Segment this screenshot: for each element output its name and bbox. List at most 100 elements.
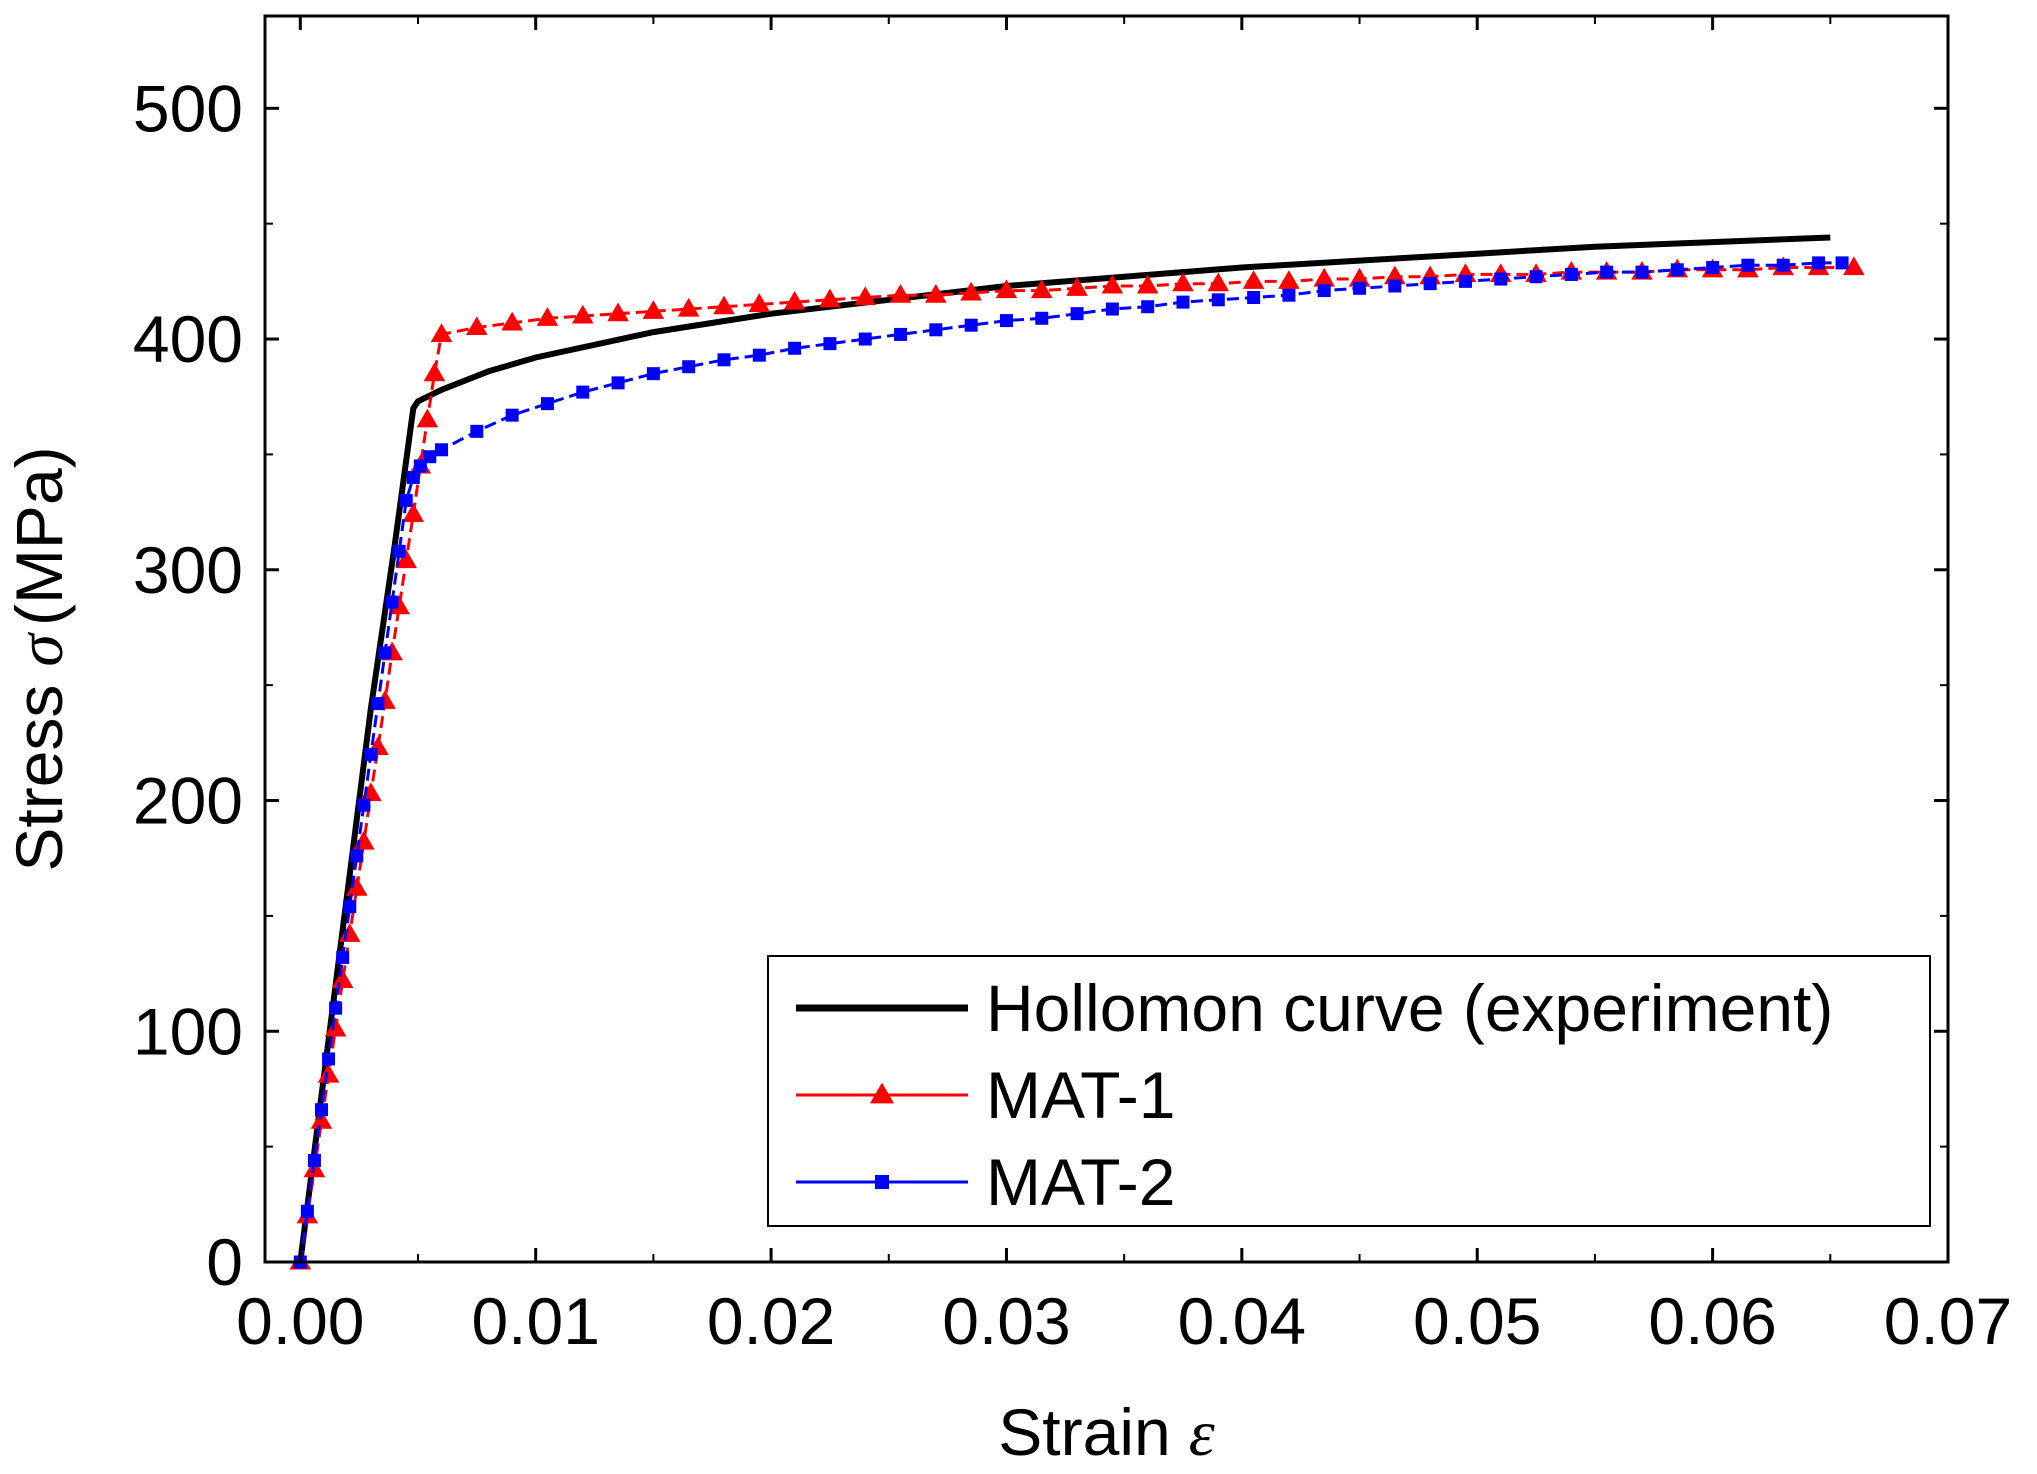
data-point	[406, 470, 420, 484]
x-tick-label: 0.05	[1413, 1284, 1541, 1358]
x-tick-label: 0.01	[471, 1284, 599, 1358]
data-point	[350, 849, 364, 863]
data-point	[1313, 267, 1336, 287]
data-point	[322, 1052, 336, 1066]
y-tick-label: 300	[133, 533, 243, 607]
y-axis-unit: (MPa)	[2, 446, 76, 626]
data-point	[1035, 311, 1049, 325]
data-point	[964, 318, 978, 332]
data-point	[1843, 256, 1865, 276]
data-point	[395, 549, 418, 569]
y-axis-title: Stress σ (MPa)	[2, 446, 77, 871]
plot-area	[289, 234, 1865, 1270]
data-point	[540, 397, 554, 411]
series-3	[293, 256, 1849, 1269]
x-axis-title: Strain ε	[998, 1395, 1214, 1470]
data-point	[1066, 277, 1088, 296]
data-point	[1211, 293, 1225, 307]
data-point	[357, 798, 371, 812]
plot-frame	[263, 14, 1950, 1264]
x-tick-label: 0.06	[1648, 1284, 1776, 1358]
x-axis-symbol: ε	[1189, 1397, 1215, 1470]
data-point	[1030, 279, 1053, 299]
data-point	[1776, 258, 1790, 272]
legend-label: MAT-2	[986, 1145, 1175, 1219]
data-point	[317, 1063, 340, 1083]
data-point	[385, 595, 399, 609]
data-point	[571, 304, 594, 324]
data-point	[823, 337, 837, 351]
data-point	[331, 969, 354, 989]
data-point	[783, 290, 806, 310]
x-tick-label: 0.02	[707, 1284, 835, 1358]
legend-marker	[875, 1175, 889, 1189]
legend-marker	[870, 1082, 894, 1104]
x-tick-label: 0.07	[1884, 1284, 2012, 1358]
legend-item: MAT-2	[796, 1145, 1175, 1219]
y-axis-symbol: σ	[4, 632, 77, 667]
data-point	[1835, 256, 1849, 270]
data-point	[392, 544, 406, 558]
data-point	[682, 360, 696, 374]
x-axis: 0.00 0.01 0.02 0.03 0.04 0.05 0.06 0.07	[236, 16, 2012, 1358]
data-point	[505, 408, 519, 422]
data-point	[1812, 256, 1826, 270]
data-point	[1317, 284, 1331, 298]
data-point	[1706, 261, 1720, 275]
data-point	[1529, 270, 1543, 284]
data-point	[854, 286, 877, 306]
data-point	[677, 297, 700, 317]
data-point	[1105, 302, 1119, 316]
data-point	[536, 307, 559, 326]
data-point	[416, 408, 439, 428]
data-point	[501, 311, 523, 331]
data-point	[1207, 272, 1230, 292]
data-point	[1247, 291, 1261, 305]
data-point	[748, 293, 771, 312]
data-point	[819, 288, 841, 308]
data-point	[1242, 270, 1265, 289]
data-point	[1141, 300, 1155, 314]
legend-item: Hollomon curve (experiment)	[796, 971, 1833, 1045]
data-point	[371, 697, 385, 711]
data-point	[1353, 281, 1367, 295]
y-tick-label: 0	[206, 1225, 243, 1299]
data-point	[999, 314, 1013, 328]
data-point	[576, 385, 590, 399]
data-point	[402, 503, 425, 522]
data-point	[611, 376, 625, 390]
data-point	[324, 1017, 347, 1037]
legend: Hollomon curve (experiment) MAT-1 MAT-2	[767, 955, 1931, 1227]
y-tick-label: 400	[133, 302, 243, 376]
data-point	[307, 1153, 321, 1167]
data-point	[788, 341, 802, 355]
y-tick-label: 200	[133, 764, 243, 838]
legend-label: Hollomon curve (experiment)	[986, 971, 1833, 1045]
data-point	[336, 950, 350, 964]
y-axis-title-text: Stress	[2, 685, 76, 872]
data-point	[1388, 279, 1402, 293]
data-point	[607, 302, 629, 322]
data-point	[329, 1001, 343, 1015]
data-point	[1458, 274, 1472, 288]
data-point	[1070, 307, 1084, 321]
data-point	[1136, 274, 1159, 294]
data-point	[470, 424, 484, 438]
legend-label: MAT-1	[986, 1058, 1175, 1132]
data-point	[343, 900, 357, 914]
data-point	[1176, 295, 1190, 309]
data-point	[1564, 267, 1578, 281]
data-point	[399, 494, 413, 508]
data-point	[1282, 288, 1296, 302]
data-point	[314, 1103, 328, 1117]
data-point	[1101, 274, 1124, 294]
data-point	[435, 443, 449, 457]
data-point	[995, 279, 1018, 299]
legend-item: MAT-1	[796, 1058, 1175, 1132]
x-tick-label: 0.04	[1178, 1284, 1306, 1358]
data-point	[300, 1204, 314, 1218]
data-point	[889, 284, 912, 303]
data-point	[378, 646, 392, 660]
data-point	[1670, 263, 1684, 277]
